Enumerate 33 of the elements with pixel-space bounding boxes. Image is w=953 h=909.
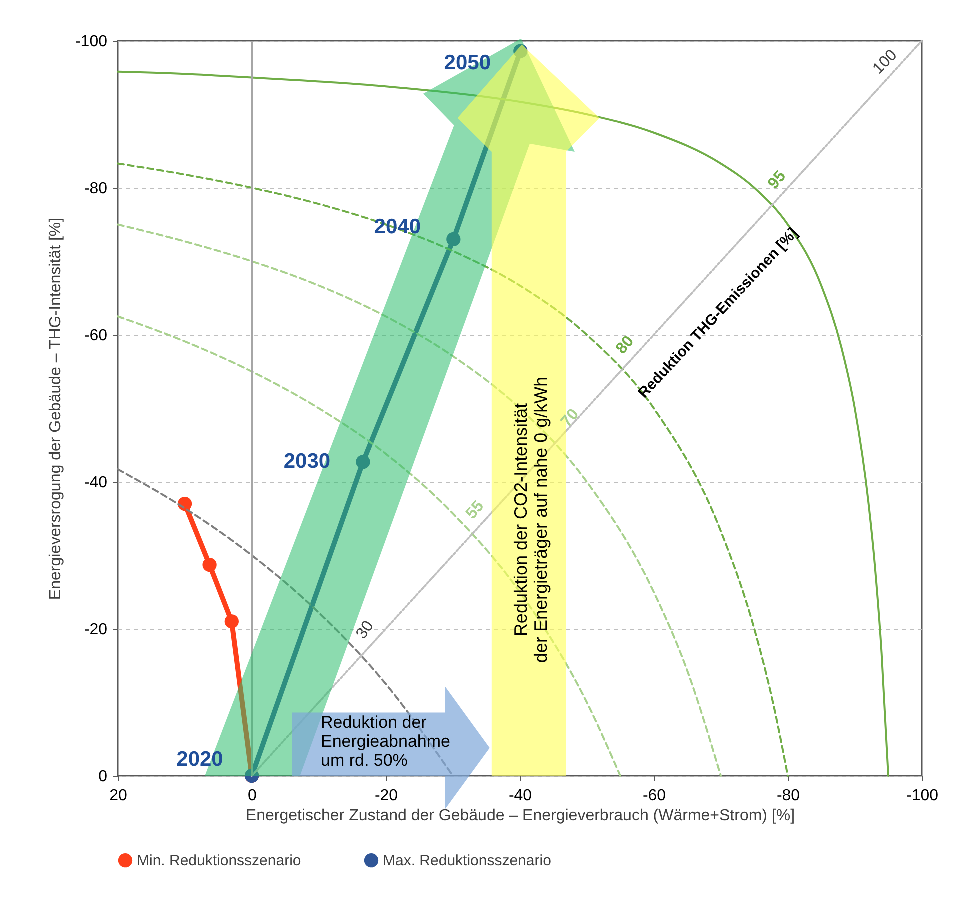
y-tick-label: 0	[98, 768, 108, 786]
x-tick-label: -100	[906, 788, 939, 804]
point	[202, 558, 217, 572]
x-tick-label: 20	[110, 788, 128, 804]
y-tick-label: -100	[75, 34, 108, 50]
point	[224, 614, 239, 629]
annotation: 2030	[284, 450, 331, 474]
x-tick-label: -60	[642, 788, 666, 804]
annotation: 30	[353, 618, 378, 642]
annotation: 70	[558, 406, 583, 431]
legend-label: Min. Reduktionsszenario	[137, 852, 302, 870]
point	[446, 232, 461, 247]
point	[514, 44, 528, 58]
annotation: 55	[463, 498, 488, 523]
y-tick-label: -60	[84, 328, 108, 344]
x-axis-title: Energetischer Zustand der Gebäude – Energieverbrauch (Wärme+Strom) [%]	[246, 808, 796, 824]
y-axis-title: Energieversrogung der Gebäude – THG-Intensität [%]	[47, 218, 64, 600]
y-tick-label: -80	[84, 180, 108, 198]
x-tick-label: -20	[374, 788, 398, 804]
annotation: 2020	[176, 748, 224, 771]
annotation: 95	[765, 168, 790, 193]
annotation: Reduktion der CO2-Intensität der Energieträger auf nahe 0 g/kWh	[511, 376, 551, 664]
x-tick-label: -40	[508, 788, 532, 804]
x-tick-label: -80	[776, 788, 800, 804]
annotation: 100	[870, 46, 901, 78]
point	[356, 455, 370, 470]
x-tick-label: 0	[248, 788, 258, 804]
legend-label: Max. Reduktionsszenario	[383, 852, 552, 870]
y-tick-label: -40	[84, 474, 108, 492]
annotation: 2050	[444, 51, 492, 74]
annotation: Reduktion der Energieabnahme um rd. 50%	[321, 713, 450, 770]
y-tick-label: -20	[84, 622, 108, 638]
annotation: 80	[613, 332, 638, 358]
